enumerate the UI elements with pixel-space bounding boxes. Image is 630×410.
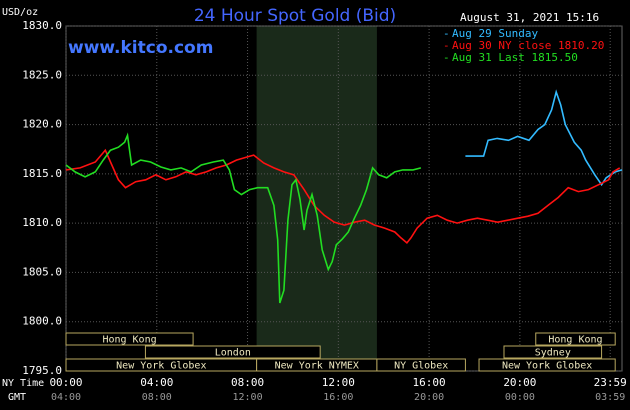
session-bar [65, 332, 194, 346]
x-tick-label-gmt: 16:00 [323, 392, 353, 403]
legend-entry: Aug 29 Sunday [452, 27, 538, 40]
x-tick-label: 23:59 [594, 376, 627, 389]
session-label: Hong Kong [548, 335, 602, 346]
x-tick-label-gmt: 08:00 [142, 392, 172, 403]
y-tick-label: 1830.0 [22, 19, 62, 32]
x-axis-label-gmt: GMT [8, 392, 26, 403]
x-tick-label: 04:00 [140, 376, 173, 389]
watermark: www.kitco.com [68, 38, 213, 58]
session-label: London [215, 348, 251, 359]
session-label: NY Globex [394, 361, 448, 372]
legend-dash: - [443, 39, 450, 52]
y-tick-label: 1800.0 [22, 315, 62, 328]
session-label: New York Globex [502, 361, 592, 372]
x-tick-label-gmt: 00:00 [505, 392, 535, 403]
y-tick-label: 1805.0 [22, 265, 62, 278]
x-tick-label: 20:00 [503, 376, 536, 389]
x-tick-label: 00:00 [49, 376, 82, 389]
x-tick-label: 16:00 [413, 376, 446, 389]
y-tick-label: 1820.0 [22, 118, 62, 131]
y-tick-label: 1810.0 [22, 216, 62, 229]
x-tick-label-gmt: 04:00 [51, 392, 81, 403]
legend-entry: Aug 31 Last 1815.50 [452, 51, 578, 64]
session-bar [503, 345, 603, 359]
series-line [65, 132, 422, 304]
nymex-shade [256, 26, 377, 371]
series-line [65, 148, 621, 245]
timestamp: August 31, 2021 15:16 [460, 11, 599, 24]
x-tick-label: 12:00 [322, 376, 355, 389]
session-label: Sydney [535, 348, 571, 359]
chart-title: 24 Hour Spot Gold (Bid) [194, 6, 396, 26]
y-tick-label: 1795.0 [22, 364, 62, 377]
x-tick-label: 08:00 [231, 376, 264, 389]
series-line [465, 89, 623, 187]
x-tick-label-gmt: 03:59 [595, 392, 625, 403]
legend-dash: - [443, 51, 450, 64]
session-bar [478, 358, 616, 372]
y-axis-label: USD/oz [2, 7, 38, 18]
y-tick-label: 1825.0 [22, 68, 62, 81]
legend-dash: - [443, 27, 450, 40]
session-label: New York NYMEX [275, 361, 359, 372]
y-tick-label: 1815.0 [22, 167, 62, 180]
x-tick-label-gmt: 20:00 [414, 392, 444, 403]
session-label: New York Globex [116, 361, 206, 372]
session-bar [535, 332, 616, 346]
session-label: Hong Kong [102, 335, 156, 346]
x-axis-label-ny: NY Time [2, 378, 44, 389]
legend-entry: Aug 30 NY close 1810.20 [452, 39, 604, 52]
x-tick-label-gmt: 12:00 [232, 392, 262, 403]
session-bar [376, 358, 466, 372]
session-bar [144, 345, 321, 359]
